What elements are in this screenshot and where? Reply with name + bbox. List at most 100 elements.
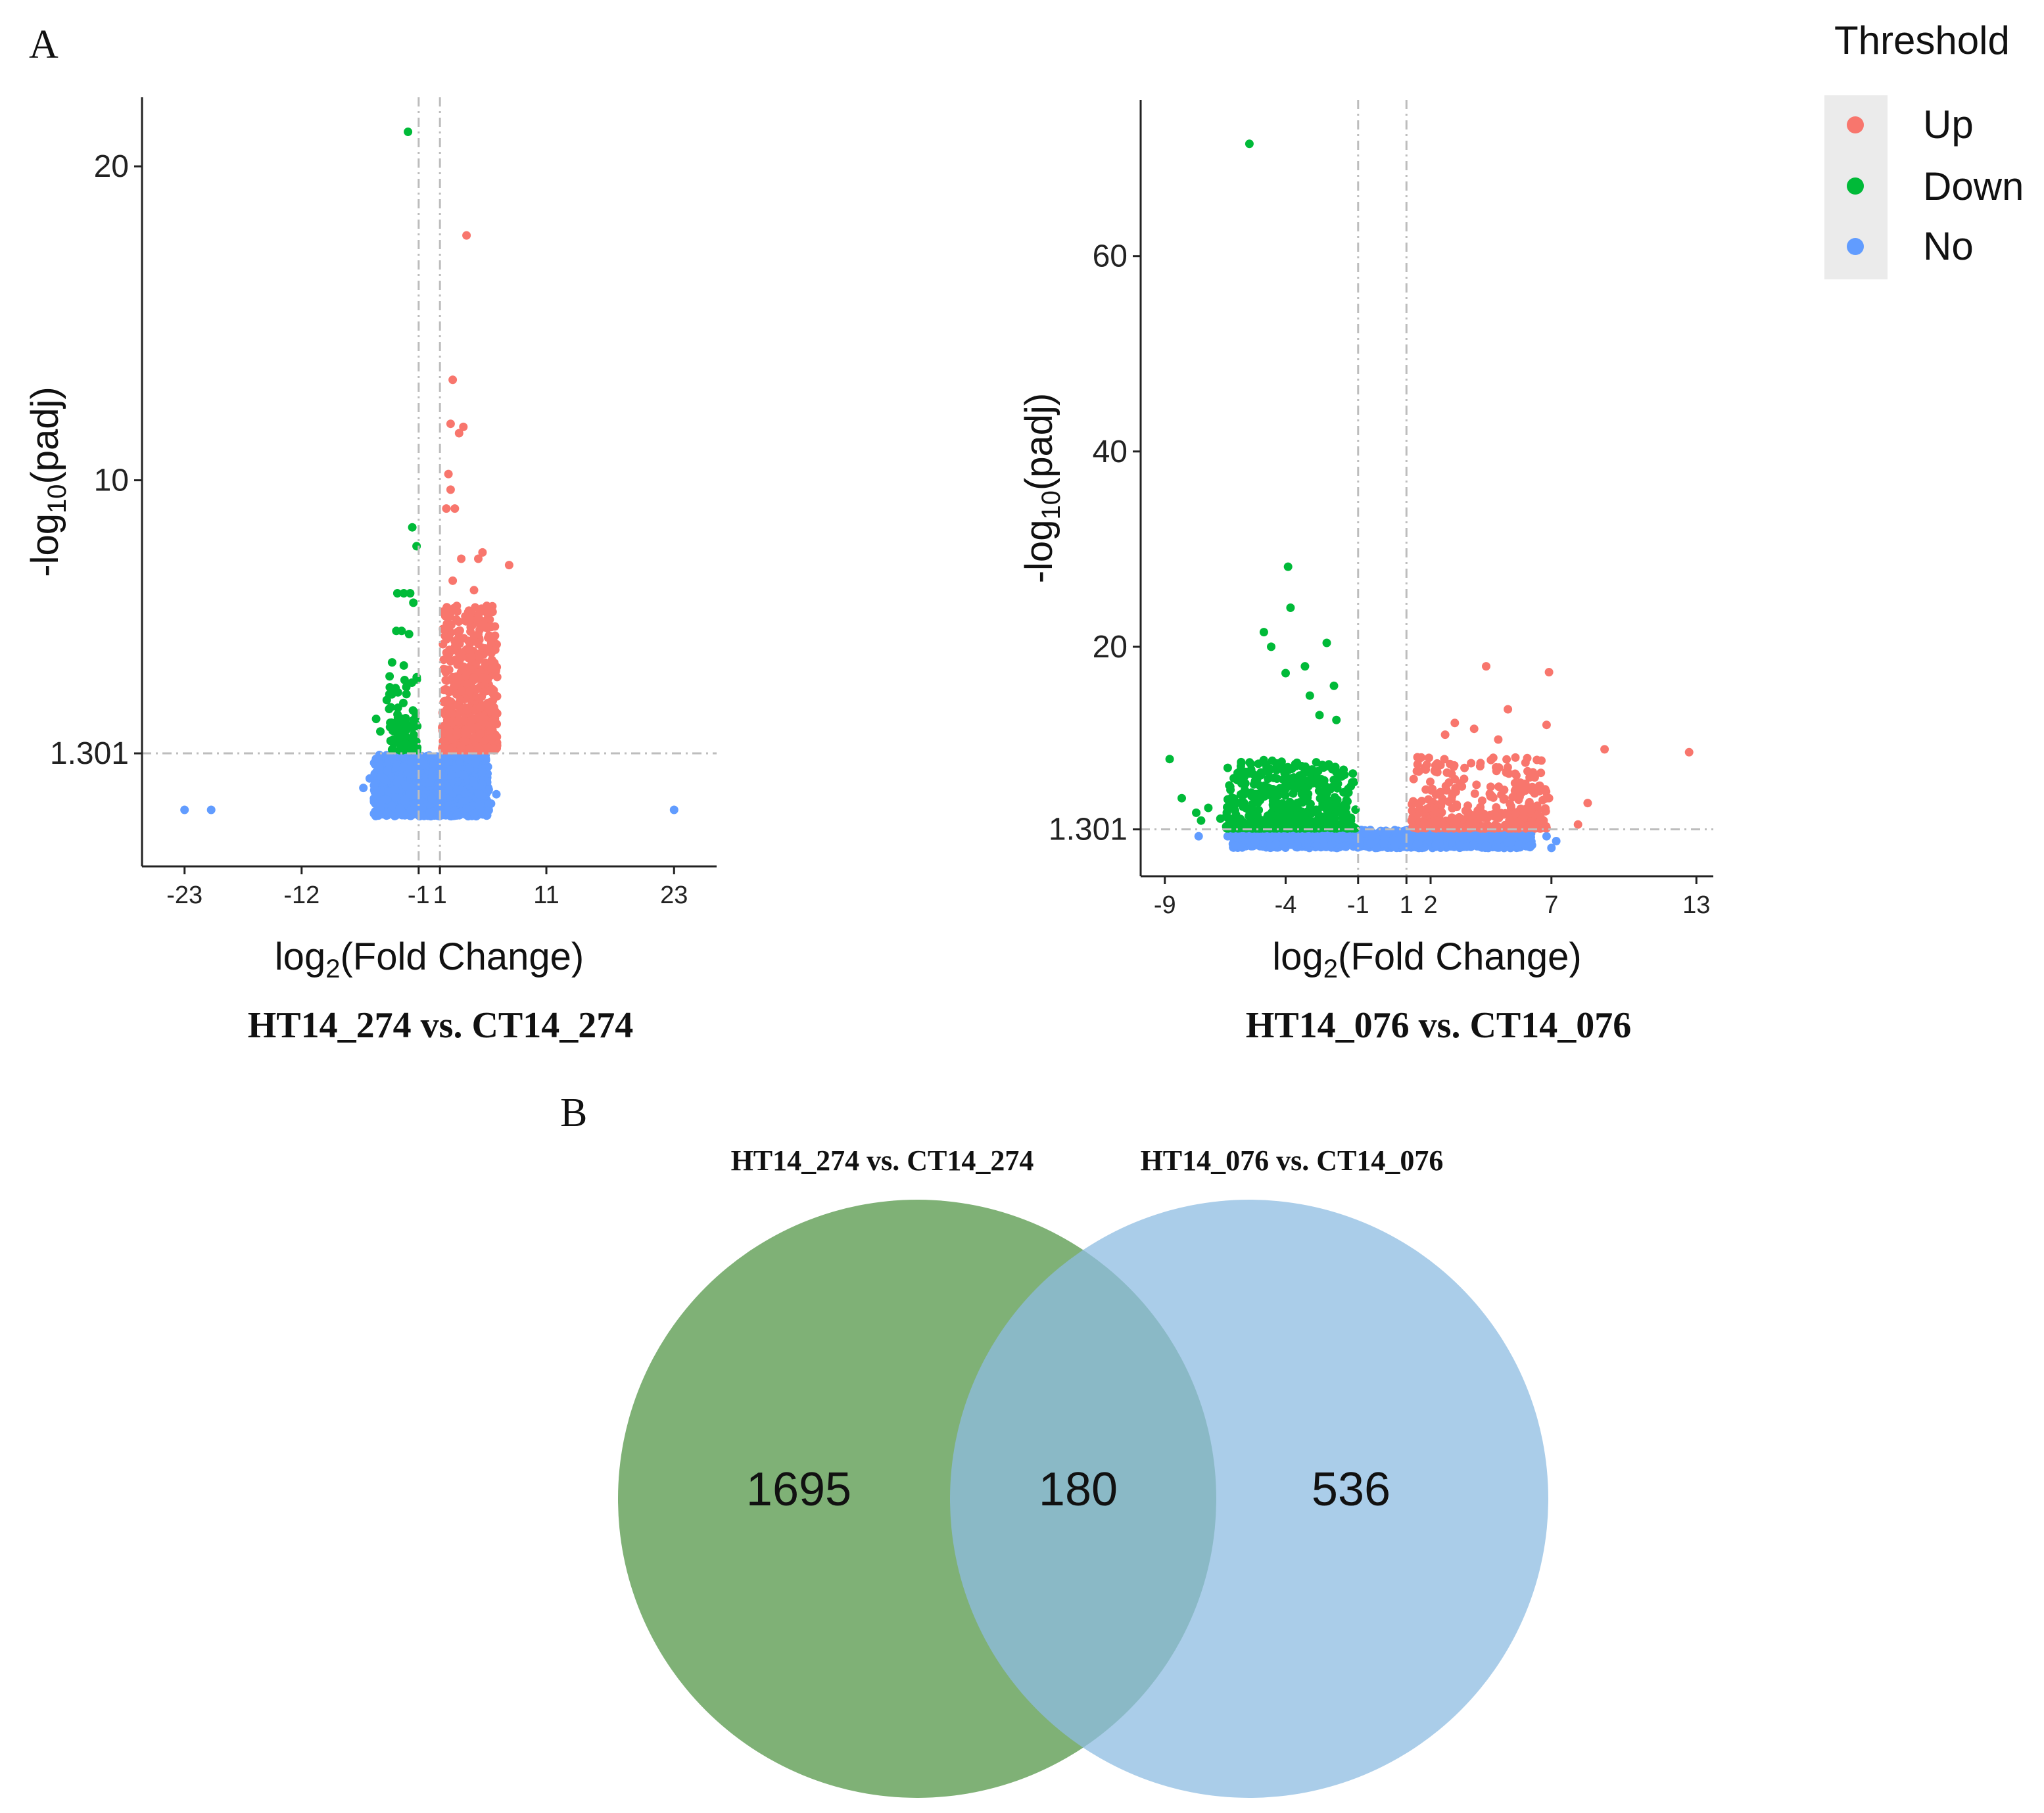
data-point-up: [474, 630, 483, 639]
data-point-up: [1471, 818, 1480, 828]
x-tick-label: 2: [1423, 891, 1437, 919]
data-point-down: [1229, 794, 1239, 803]
data-point-down: [1340, 770, 1349, 780]
data-point-no: [1503, 837, 1512, 847]
data-point-up: [474, 640, 483, 649]
data-point-up: [1517, 778, 1526, 788]
data-point-up: [1431, 767, 1440, 776]
data-point-up: [1463, 808, 1472, 817]
data-point-up: [479, 619, 488, 628]
data-point-no: [1395, 833, 1404, 842]
data-point-up: [452, 677, 462, 686]
data-point-down: [385, 683, 394, 692]
data-point-down: [1307, 809, 1316, 818]
data-point-up: [1436, 790, 1445, 799]
data-point-down: [385, 672, 394, 681]
data-point-down: [1239, 802, 1247, 811]
data-point-no: [465, 763, 474, 772]
y-tick-label: 1.301: [50, 736, 129, 771]
data-point-up: [453, 717, 462, 726]
data-point-up: [450, 504, 460, 513]
data-point-down: [1267, 642, 1275, 651]
data-point-down: [1197, 816, 1206, 825]
data-point-down: [389, 745, 398, 755]
data-point-no: [1301, 832, 1310, 841]
data-point-up: [1441, 782, 1450, 791]
data-point-up: [465, 745, 475, 754]
data-point-no: [492, 789, 501, 799]
data-point-down: [1272, 759, 1281, 768]
data-point-down: [1318, 802, 1327, 811]
data-point-up: [1431, 807, 1440, 816]
data-point-up: [444, 633, 454, 642]
data-point-up: [1452, 800, 1462, 809]
data-point-up: [1542, 787, 1551, 796]
data-point-up: [477, 712, 485, 721]
data-point-no: [471, 757, 480, 766]
data-point-down: [382, 695, 391, 705]
data-point-down: [1270, 773, 1279, 782]
data-point-no: [478, 767, 487, 776]
data-point-no: [384, 787, 393, 795]
data-point-up: [1458, 782, 1467, 791]
x-tick-label: 11: [533, 882, 559, 909]
data-point-up: [1424, 753, 1433, 763]
data-point-up: [1412, 766, 1421, 776]
data-point-no: [474, 790, 483, 799]
data-point-up: [1511, 809, 1521, 818]
data-point-up: [475, 653, 484, 663]
data-point-down: [1313, 780, 1322, 789]
data-point-down: [1283, 799, 1293, 809]
data-point-no: [392, 793, 401, 802]
data-point-no: [206, 805, 216, 814]
x-tick-label: 1: [433, 882, 447, 909]
data-point-up: [478, 548, 487, 557]
legend-label-up: Up: [1923, 103, 1974, 147]
data-point-down: [412, 720, 421, 729]
data-point-no: [391, 811, 400, 820]
y-tick-label: 20: [94, 149, 129, 184]
data-point-up: [1409, 797, 1417, 806]
data-point-up: [1573, 820, 1582, 829]
data-point-no: [477, 808, 486, 817]
legend-label-down: Down: [1923, 164, 2024, 208]
data-point-up: [1486, 755, 1496, 765]
data-point-down: [1245, 139, 1254, 149]
data-point-down: [408, 523, 417, 532]
data-point-no: [1312, 841, 1321, 850]
data-point-down: [386, 703, 395, 712]
data-point-no: [396, 776, 405, 785]
data-point-down: [1283, 763, 1293, 772]
data-point-up: [1600, 745, 1609, 754]
data-point-down: [1272, 791, 1280, 800]
data-point-no: [376, 801, 385, 811]
data-point-no: [669, 805, 678, 814]
data-point-no: [369, 781, 379, 790]
data-point-no: [400, 795, 410, 804]
data-point-down: [1341, 823, 1350, 832]
data-point-down: [1216, 814, 1225, 823]
data-point-down: [1251, 820, 1260, 830]
data-point-no: [1379, 838, 1389, 847]
data-point-up: [474, 554, 483, 563]
venn-count-left: 1695: [746, 1463, 851, 1516]
legend-key-down: [1847, 177, 1864, 195]
data-point-up: [1487, 791, 1496, 800]
panel-label-a: A: [29, 22, 59, 67]
data-point-up: [1449, 763, 1458, 771]
data-point-up: [454, 429, 463, 438]
data-point-down: [1281, 791, 1290, 800]
data-point-down: [1226, 819, 1235, 828]
data-point-up: [442, 665, 450, 674]
data-point-down: [400, 676, 409, 684]
data-point-up: [458, 652, 467, 661]
data-point-up: [1544, 793, 1554, 803]
data-point-up: [456, 742, 465, 751]
y-tick-label: 1.301: [1049, 812, 1128, 847]
data-point-down: [1192, 808, 1200, 817]
data-point-up: [1684, 747, 1694, 757]
data-point-down: [1287, 774, 1296, 783]
data-point-no: [1339, 833, 1348, 842]
data-point-up: [1428, 784, 1437, 793]
data-point-no: [452, 786, 462, 795]
